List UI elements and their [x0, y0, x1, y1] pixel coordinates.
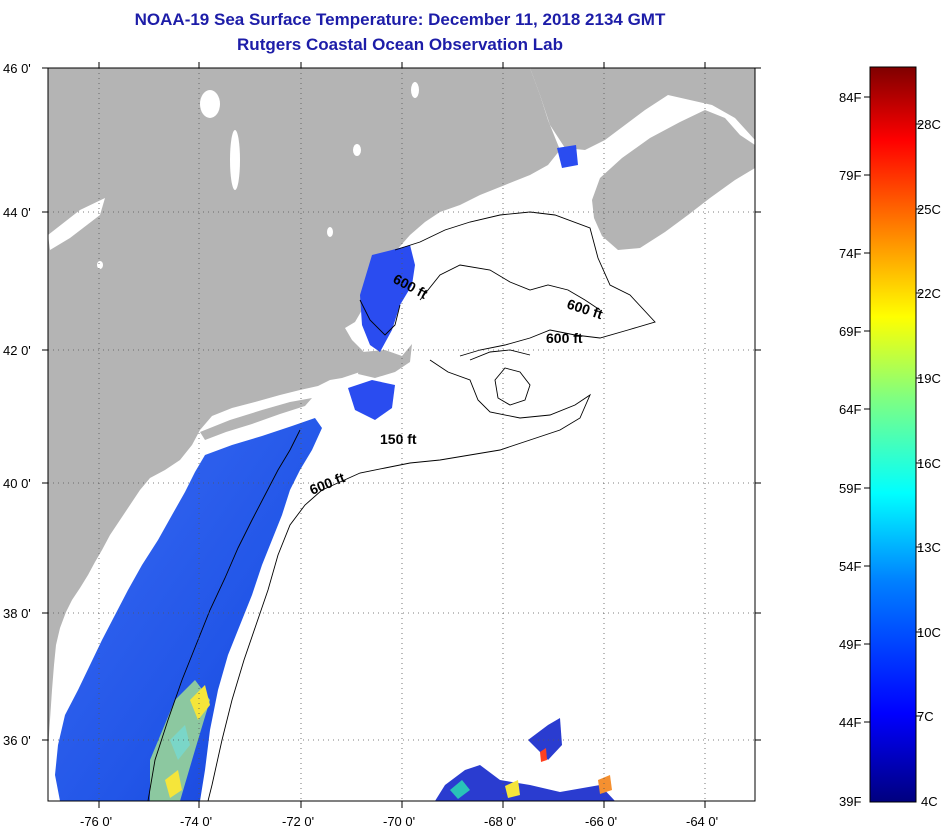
colorbar-label-64f: 64F: [839, 402, 861, 417]
map-title: NOAA-19 Sea Surface Temperature: Decembe…: [134, 10, 666, 29]
colorbar-label-54f: 54F: [839, 559, 861, 574]
colorbar-label-28c: 28C: [917, 117, 941, 132]
colorbar-label-59f: 59F: [839, 481, 861, 496]
lat-tick-36: 36 0': [3, 733, 31, 748]
colorbar: [869, 66, 917, 803]
land-cape-cod: [358, 344, 412, 378]
lon-tick-76: -76 0': [80, 814, 112, 829]
colorbar-label-7c: 7C: [917, 709, 934, 724]
lon-tick-66: -66 0': [585, 814, 617, 829]
land-us-mainland: [48, 68, 560, 750]
colorbar-label-79f: 79F: [839, 168, 861, 183]
colorbar-label-39f: 39F: [839, 794, 861, 809]
map-grid: [48, 68, 755, 801]
land-long-island: [200, 398, 312, 440]
lat-tick-42: 42 0': [3, 343, 31, 358]
lat-tick-44: 44 0': [3, 205, 31, 220]
colorbar-label-69f: 69F: [839, 324, 861, 339]
contour-label-4: 150 ft: [380, 431, 417, 447]
axis-ticks: [42, 62, 761, 808]
lon-tick-64: -64 0': [686, 814, 718, 829]
colorbar-label-44f: 44F: [839, 715, 861, 730]
colorbar-label-22c: 22C: [917, 286, 941, 301]
map-subtitle: Rutgers Coastal Ocean Observation Lab: [237, 35, 563, 54]
colorbar-label-49f: 49F: [839, 637, 861, 652]
sst-nantucket-shoals: [348, 380, 395, 420]
sst-gulf-of-maine: [360, 245, 415, 352]
lat-tick-38: 38 0': [3, 606, 31, 621]
lon-tick-68: -68 0': [484, 814, 516, 829]
colorbar-label-74f: 74F: [839, 246, 861, 261]
colorbar-label-16c: 16C: [917, 456, 941, 471]
lon-tick-74: -74 0': [180, 814, 212, 829]
lon-tick-72: -72 0': [282, 814, 314, 829]
colorbar-label-4c: 4C: [921, 794, 938, 809]
land-nova-scotia: [592, 110, 755, 250]
sst-bay-of-fundy: [557, 145, 578, 168]
lat-tick-40: 40 0': [3, 476, 31, 491]
colorbar-label-25c: 25C: [917, 202, 941, 217]
lat-tick-46: 46 0': [3, 61, 31, 76]
inland-lakes: [48, 82, 419, 269]
colorbar-label-19c: 19C: [917, 371, 941, 386]
colorbar-ticks: [864, 96, 922, 723]
colorbar-label-84f: 84F: [839, 90, 861, 105]
land-new-brunswick: [530, 68, 755, 150]
sst-warm-patches: [150, 680, 615, 801]
colorbar-label-13c: 13C: [917, 540, 941, 555]
colorbar-label-10c: 10C: [917, 625, 941, 640]
contour-label-3: 600 ft: [546, 330, 583, 346]
bathymetry-contours: [147, 211, 656, 801]
lon-tick-70: -70 0': [383, 814, 415, 829]
